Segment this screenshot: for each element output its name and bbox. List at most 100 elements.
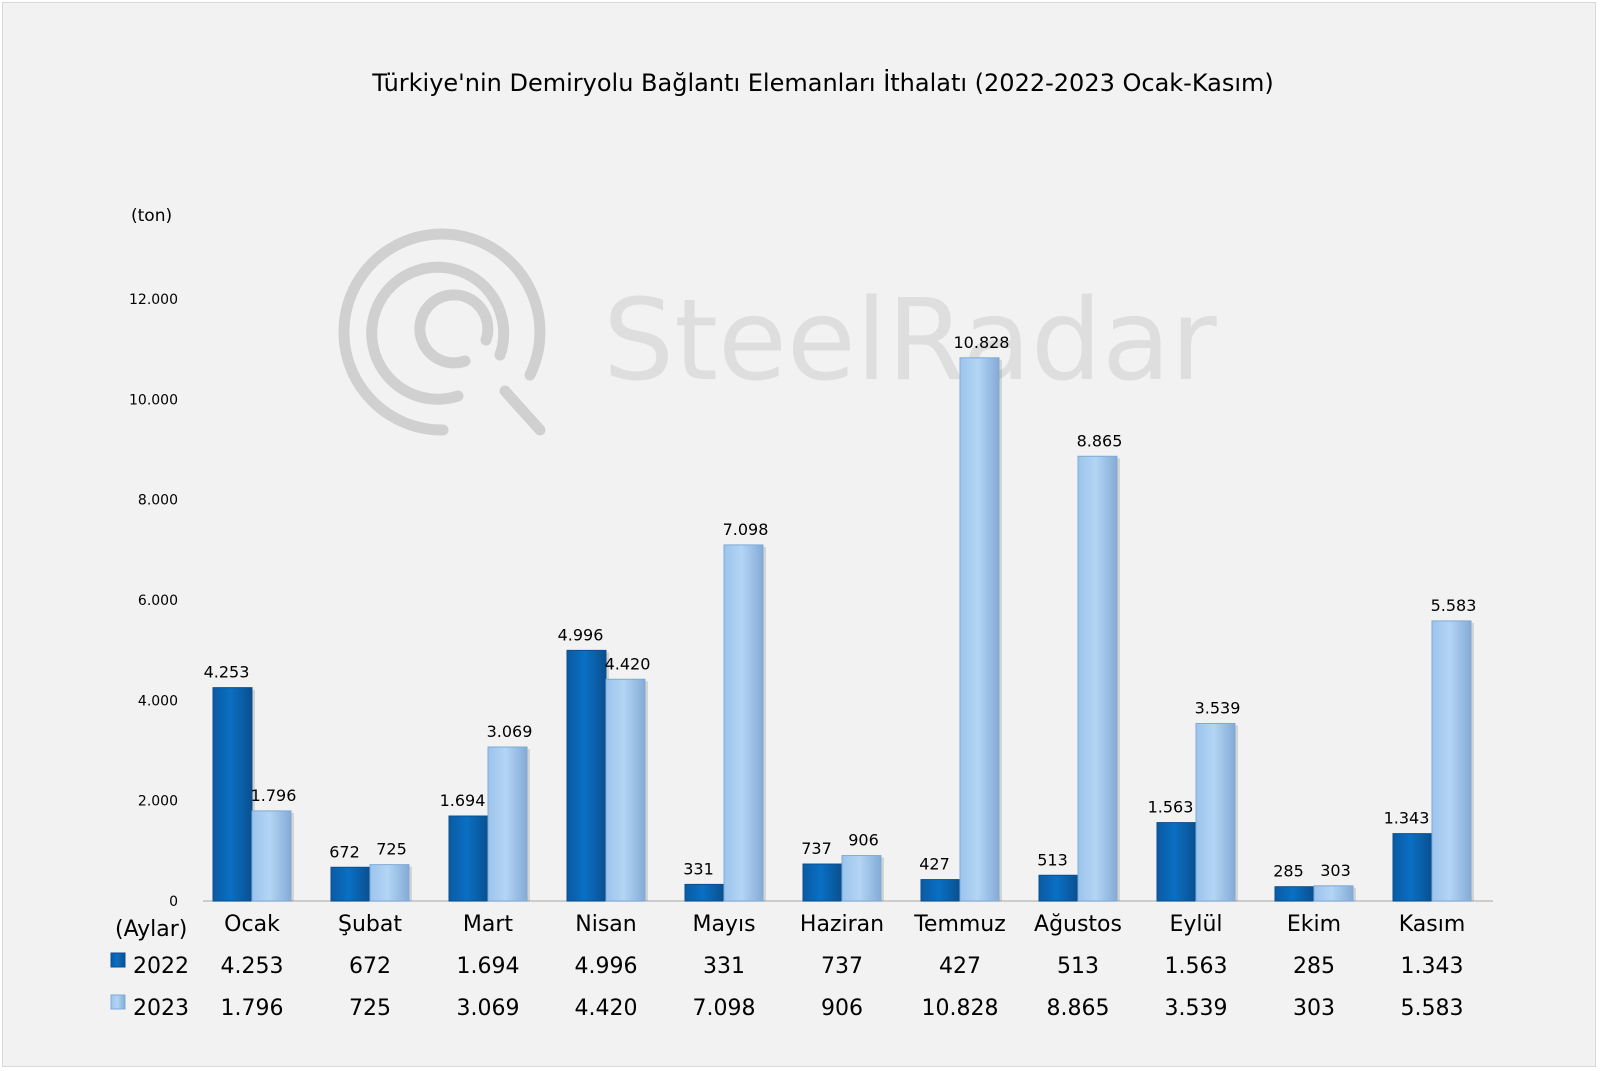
data-label-2023-1: 1.796 xyxy=(251,786,297,805)
table-cell-2023-7: 10.828 xyxy=(922,996,999,1021)
data-label-2023-9: 3.539 xyxy=(1195,698,1241,717)
category-label: Kasım xyxy=(1399,912,1466,937)
table-cell-2022-4: 4.996 xyxy=(575,954,638,979)
data-label-2023-5: 7.098 xyxy=(723,520,769,539)
table-cell-2023-10: 303 xyxy=(1293,996,1335,1021)
bar-2023-3 xyxy=(487,746,528,902)
data-label-2023-10: 303 xyxy=(1320,861,1351,880)
bars xyxy=(212,357,1474,902)
table-cell-2023-1: 1.796 xyxy=(221,996,284,1021)
bar-2023-8 xyxy=(1077,455,1118,902)
legend-swatch-2023 xyxy=(110,994,126,1010)
category-label: Nisan xyxy=(575,912,636,937)
bar-2022-10 xyxy=(1274,886,1315,902)
data-label-2023-4: 4.420 xyxy=(605,654,651,673)
y-tick-label: 8.000 xyxy=(138,493,178,509)
table-cell-2022-10: 285 xyxy=(1293,954,1335,979)
data-label-2022-6: 737 xyxy=(801,839,832,858)
data-label-2022-7: 427 xyxy=(919,855,950,874)
y-tick-label: 2.000 xyxy=(138,794,178,810)
chart-title: Türkiye'nin Demiryolu Bağlantı Elemanlar… xyxy=(371,68,1274,97)
data-table: 4.253 1.796 672 725 1.694 3.069 4.996 4.420 331 7… xyxy=(221,954,1464,1021)
legend-swatch-2022 xyxy=(110,952,126,968)
data-label-2023-2: 725 xyxy=(376,840,407,859)
bar-2022-11 xyxy=(1392,833,1433,902)
bar-2023-7 xyxy=(959,357,1000,902)
bar-2022-7 xyxy=(920,879,961,902)
radar-icon xyxy=(338,228,546,436)
category-label: Temmuz xyxy=(913,912,1006,937)
data-label-2023-7: 10.828 xyxy=(954,333,1010,352)
category-label: Ağustos xyxy=(1034,912,1122,937)
table-cell-2022-3: 1.694 xyxy=(457,954,520,979)
y-tick-label: 10.000 xyxy=(129,392,178,408)
bar-2022-5 xyxy=(684,883,725,902)
legend-label-2023: 2023 xyxy=(133,996,189,1021)
table-cell-2023-8: 8.865 xyxy=(1047,996,1110,1021)
watermark-text: SteelRadar xyxy=(603,276,1218,406)
bar-2023-10 xyxy=(1313,885,1354,902)
data-label-2023-3: 3.069 xyxy=(487,722,533,741)
data-label-2022-3: 1.694 xyxy=(440,791,486,810)
table-cell-2022-8: 513 xyxy=(1057,954,1099,979)
category-label: Ekim xyxy=(1287,912,1341,937)
data-label-2022-10: 285 xyxy=(1273,862,1304,881)
data-label-2022-2: 672 xyxy=(329,842,360,861)
bar-2023-5 xyxy=(723,544,764,902)
category-label: Haziran xyxy=(800,912,884,937)
bar-2023-11 xyxy=(1431,620,1472,902)
table-cell-2023-9: 3.539 xyxy=(1165,996,1228,1021)
bar-2022-6 xyxy=(802,863,843,902)
table-cell-2023-3: 3.069 xyxy=(457,996,520,1021)
table-cell-2023-11: 5.583 xyxy=(1401,996,1464,1021)
category-label: Mayıs xyxy=(692,912,755,937)
x-axis-label: (Aylar) xyxy=(115,917,187,942)
table-cell-2023-4: 4.420 xyxy=(575,996,638,1021)
category-label: Ocak xyxy=(224,912,280,937)
data-label-2023-8: 8.865 xyxy=(1077,431,1123,450)
bar-2023-1 xyxy=(251,810,292,902)
bar-2023-4 xyxy=(605,678,646,902)
category-label: Eylül xyxy=(1169,912,1222,937)
table-cell-2022-1: 4.253 xyxy=(221,954,284,979)
data-label-2022-11: 1.343 xyxy=(1384,809,1430,828)
data-label-2022-4: 4.996 xyxy=(558,625,604,644)
y-tick-label: 4.000 xyxy=(138,693,178,709)
table-cell-2023-5: 7.098 xyxy=(693,996,756,1021)
data-label-2023-6: 906 xyxy=(848,831,879,850)
chart-canvas: SteelRadar Türkiye'nin Demiryolu Bağlant… xyxy=(110,68,1493,1021)
data-label-2022-5: 331 xyxy=(683,859,714,878)
y-tick-label: 6.000 xyxy=(138,593,178,609)
y-axis-ticks: 0 2.000 4.000 6.000 8.000 10.000 12.000 xyxy=(129,292,178,910)
bar-2023-2 xyxy=(369,864,410,902)
table-cell-2022-5: 331 xyxy=(703,954,745,979)
bar-2022-9 xyxy=(1156,822,1197,902)
table-cell-2022-2: 672 xyxy=(349,954,391,979)
bar-2022-1 xyxy=(212,687,253,902)
legend-label-2022: 2022 xyxy=(133,954,189,979)
data-label-2022-1: 4.253 xyxy=(204,663,250,682)
data-label-2023-11: 5.583 xyxy=(1431,596,1477,615)
y-tick-label: 12.000 xyxy=(129,292,178,308)
category-label: Şubat xyxy=(338,912,402,937)
bar-2023-6 xyxy=(841,855,882,902)
y-tick-label: 0 xyxy=(169,894,178,910)
data-label-2022-8: 513 xyxy=(1037,850,1068,869)
category-label: Mart xyxy=(463,912,514,937)
data-label-2022-9: 1.563 xyxy=(1148,798,1194,817)
y-axis-unit: (ton) xyxy=(131,206,172,226)
table-cell-2022-9: 1.563 xyxy=(1165,954,1228,979)
bar-2022-4 xyxy=(566,649,607,902)
category-labels: Ocak Şubat Mart Nisan Mayıs Haziran Temmuz Ağus… xyxy=(224,912,1465,937)
bar-2023-9 xyxy=(1195,722,1236,902)
bar-2022-8 xyxy=(1038,874,1079,902)
table-cell-2023-2: 725 xyxy=(349,996,391,1021)
bar-2022-3 xyxy=(448,815,489,902)
table-cell-2023-6: 906 xyxy=(821,996,863,1021)
bar-2022-2 xyxy=(330,866,371,902)
table-cell-2022-6: 737 xyxy=(821,954,863,979)
table-cell-2022-7: 427 xyxy=(939,954,981,979)
table-cell-2022-11: 1.343 xyxy=(1401,954,1464,979)
